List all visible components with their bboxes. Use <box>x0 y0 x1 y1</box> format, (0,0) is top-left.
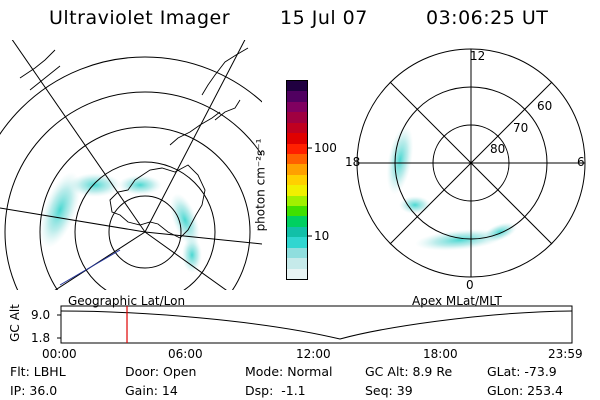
colorbar-segment <box>287 122 307 134</box>
time: 03:06:25 UT <box>426 7 549 29</box>
colorbar-segment <box>287 237 307 248</box>
info-seq: Seq: 39 <box>365 383 413 398</box>
mlt-label-12: 12 <box>470 49 486 63</box>
colorbar <box>286 80 308 280</box>
colorbar-segment <box>287 91 307 102</box>
colorbar-segment <box>287 153 307 165</box>
geographic-map <box>0 40 262 290</box>
ytick-1-8: 1.8 <box>31 331 51 345</box>
aurora-emission-right <box>386 125 518 251</box>
xtick-1200: 12:00 <box>296 347 331 361</box>
mlt-label-18: 18 <box>345 155 361 169</box>
xtick-0000: 00:00 <box>42 347 77 361</box>
mlt-label-0: 0 <box>466 278 474 292</box>
info-dsp: Dsp: -1.1 <box>245 383 306 398</box>
colorbar-segment <box>287 226 307 238</box>
colorbar-segment <box>287 185 307 196</box>
mlt-label-6: 6 <box>577 155 585 169</box>
info-ip: IP: 36.0 <box>10 383 58 398</box>
colorbar-segment <box>287 195 307 207</box>
colorbar-tick-100: 100 <box>314 141 337 155</box>
colorbar-segment <box>287 268 307 280</box>
colorbar-segment <box>287 101 307 113</box>
xtick-0600: 06:00 <box>168 347 203 361</box>
info-mode: Mode: Normal <box>245 364 333 379</box>
xtick-1800: 18:00 <box>423 347 458 361</box>
colorbar-segment <box>287 143 307 154</box>
colorbar-segment <box>287 258 307 269</box>
right-panel-caption: Apex MLat/MLT <box>412 294 502 308</box>
lat-label-60: 60 <box>537 99 553 113</box>
left-panel-caption: Geographic Lat/Lon <box>68 294 186 308</box>
lat-label-80: 80 <box>490 142 506 156</box>
info-glat: GLat: -73.9 <box>487 364 557 379</box>
ytick-9: 9.0 <box>31 308 51 322</box>
colorbar-segment <box>287 112 307 123</box>
title: Ultraviolet Imager <box>49 7 231 29</box>
info-gain: Gain: 14 <box>125 383 178 398</box>
info-flt: Flt: LBHL <box>10 364 66 379</box>
info-door: Door: Open <box>125 364 197 379</box>
aurora-emission-left <box>39 172 202 273</box>
colorbar-segment <box>287 81 307 92</box>
colorbar-segment <box>287 174 307 186</box>
altitude-ylabel: GC Alt <box>7 304 22 342</box>
xtick-2359: 23:59 <box>548 347 583 361</box>
colorbar-segment <box>287 133 307 144</box>
colorbar-tick-10: 10 <box>314 229 330 243</box>
apex-mlt-dial <box>356 48 586 278</box>
lat-label-70: 70 <box>513 121 529 135</box>
colorbar-segment <box>287 206 307 217</box>
colorbar-segment <box>287 164 307 175</box>
date: 15 Jul 07 <box>280 7 368 29</box>
colorbar-segment <box>287 247 307 259</box>
info-gc-alt: GC Alt: 8.9 Re <box>365 364 453 379</box>
colorbar-segment <box>287 216 307 227</box>
info-glon: GLon: 253.4 <box>487 383 563 398</box>
